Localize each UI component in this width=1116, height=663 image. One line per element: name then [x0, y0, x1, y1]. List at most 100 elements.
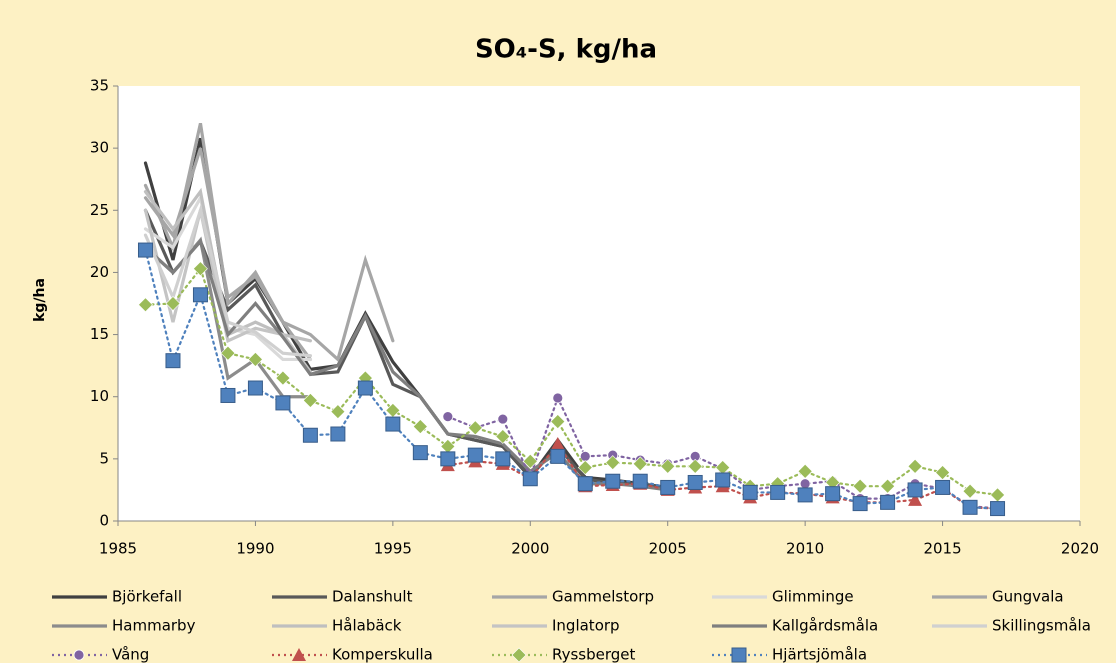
marker — [797, 463, 813, 479]
legend-label: Björkefall — [112, 588, 182, 606]
marker — [660, 479, 676, 495]
marker — [632, 456, 648, 472]
series-line — [143, 208, 670, 491]
marker — [825, 486, 841, 502]
marker — [632, 473, 648, 489]
marker — [577, 476, 593, 492]
marker — [907, 458, 923, 474]
marker — [165, 353, 181, 369]
legend-label: Ryssberget — [552, 646, 636, 663]
series-line — [144, 266, 999, 496]
plot-area — [118, 86, 1080, 521]
marker — [247, 380, 263, 396]
legend-label: Hålabäck — [332, 617, 402, 635]
marker — [605, 455, 621, 471]
marker — [73, 649, 85, 661]
x-tick-label: 1990 — [236, 540, 274, 558]
marker — [550, 448, 566, 464]
marker — [797, 487, 813, 503]
legend-label: Hjärtsjömåla — [772, 646, 867, 663]
marker — [248, 352, 263, 367]
marker — [412, 419, 428, 434]
marker — [715, 472, 731, 488]
legend-label: Skillingsmåla — [992, 617, 1091, 635]
marker — [522, 453, 538, 469]
marker — [330, 404, 346, 420]
marker — [852, 496, 868, 512]
y-tick-label: 20 — [90, 263, 109, 281]
marker — [511, 647, 527, 663]
marker — [292, 648, 306, 661]
marker — [275, 395, 291, 411]
series-line — [143, 147, 395, 363]
marker — [302, 427, 318, 443]
legend-label: Kallgårdsmåla — [772, 617, 878, 635]
legend-label: Dalanshult — [332, 588, 413, 606]
y-tick-label: 15 — [90, 325, 109, 343]
marker — [577, 460, 593, 475]
marker — [908, 492, 923, 506]
marker — [962, 499, 978, 515]
x-tick-label: 1985 — [99, 540, 137, 558]
marker — [442, 411, 454, 423]
marker — [522, 471, 538, 487]
marker — [687, 474, 703, 490]
marker — [552, 392, 564, 404]
marker — [495, 429, 511, 444]
y-tick-label: 10 — [90, 387, 109, 405]
marker — [605, 473, 621, 489]
legend-label: Komperskulla — [332, 646, 433, 663]
marker — [550, 414, 566, 429]
marker — [412, 445, 428, 461]
marker — [193, 261, 208, 277]
marker — [962, 483, 978, 499]
marker — [852, 478, 868, 494]
legend-label: Gungvala — [992, 588, 1064, 606]
marker — [731, 647, 747, 663]
marker — [742, 484, 758, 500]
marker — [220, 345, 236, 361]
x-tick-label: 2000 — [511, 540, 549, 558]
legend-label: Inglatorp — [552, 617, 620, 635]
series-line — [446, 395, 999, 510]
x-tick-label: 1995 — [374, 540, 412, 558]
marker — [497, 413, 509, 425]
marker — [550, 436, 565, 450]
marker — [907, 482, 923, 498]
marker — [275, 370, 291, 386]
marker — [137, 242, 153, 258]
marker — [467, 420, 483, 436]
marker — [138, 297, 153, 313]
chart-title: SO₄-S, kg/ha — [475, 35, 657, 65]
marker — [385, 416, 401, 432]
marker — [687, 458, 703, 474]
marker — [935, 465, 950, 480]
y-axis-label: kg/ha — [32, 278, 48, 322]
y-tick-label: 5 — [99, 449, 109, 467]
legend-label: Vång — [112, 646, 149, 663]
y-tick-label: 35 — [90, 77, 109, 95]
x-tick-label: 2010 — [786, 540, 824, 558]
x-tick-label: 2015 — [923, 540, 961, 558]
x-tick-label: 2020 — [1061, 540, 1099, 558]
marker — [935, 479, 951, 495]
marker — [880, 478, 896, 494]
y-tick-label: 0 — [99, 512, 109, 530]
marker — [440, 451, 456, 467]
marker — [880, 494, 896, 510]
y-tick-label: 30 — [90, 139, 109, 157]
x-tick-label: 2005 — [649, 540, 687, 558]
marker — [165, 296, 181, 311]
marker — [660, 458, 676, 474]
marker — [330, 426, 346, 442]
marker — [220, 387, 236, 403]
marker — [192, 287, 208, 303]
legend-label: Hammarby — [112, 617, 196, 635]
legend-label: Glimminge — [772, 588, 854, 606]
marker — [302, 393, 318, 408]
marker — [495, 451, 511, 467]
y-tick-label: 25 — [90, 201, 109, 219]
marker — [990, 501, 1006, 517]
marker — [357, 380, 373, 396]
